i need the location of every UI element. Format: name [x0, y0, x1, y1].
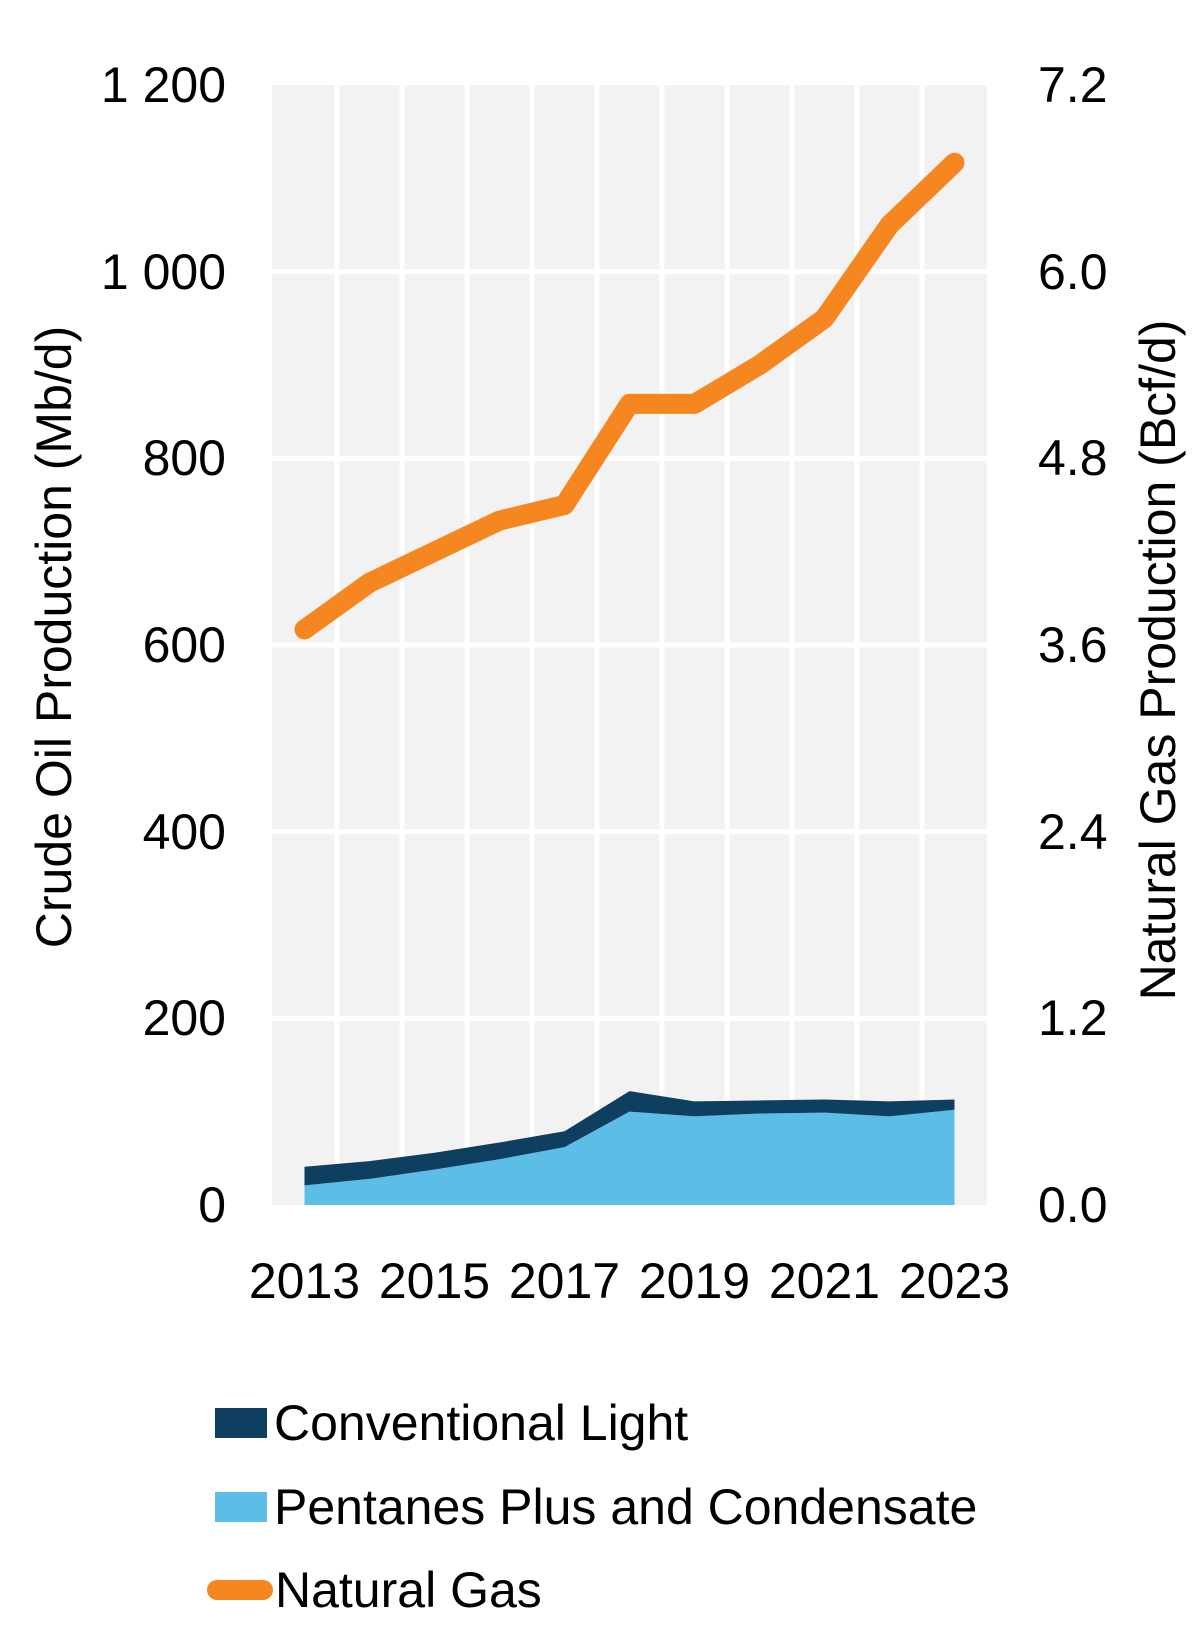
x-axis-tick: 2023 — [898, 1253, 1011, 1309]
x-axis-tick: 2021 — [768, 1253, 881, 1309]
x-axis-tick: 2019 — [638, 1253, 751, 1309]
right-axis-tick: 0.0 — [1038, 1177, 1108, 1233]
right-axis-tick: 7.2 — [1038, 57, 1108, 113]
horizontal-gridline — [272, 829, 987, 835]
right-axis-title: Natural Gas Production (Bcf/d) — [1130, 319, 1186, 1001]
left-axis-title: Crude Oil Production (Mb/d) — [26, 325, 82, 949]
left-axis-tick: 800 — [142, 430, 226, 487]
area-pentanes-plus-and-condensate — [304, 1109, 955, 1205]
x-axis-tick: 2017 — [508, 1253, 621, 1309]
right-axis-tick: 1.2 — [1038, 990, 1108, 1047]
left-axis-tick: 400 — [142, 803, 226, 860]
horizontal-gridline — [272, 269, 987, 275]
horizontal-gridline — [272, 1015, 987, 1021]
left-axis-tick: 600 — [142, 617, 226, 673]
horizontal-gridline — [272, 642, 987, 648]
right-axis-tick: 4.8 — [1038, 430, 1108, 487]
x-axis-tick: 2013 — [248, 1253, 361, 1309]
area-conventional-light — [304, 1091, 955, 1186]
left-axis-tick: 0 — [198, 1177, 226, 1233]
right-axis-tick: 2.4 — [1038, 803, 1108, 860]
left-axis-tick: 200 — [142, 990, 226, 1047]
line-natural-gas — [294, 152, 965, 640]
x-axis-tick: 2015 — [378, 1253, 491, 1309]
left-axis-tick: 1 000 — [100, 243, 226, 300]
left-axis-tick: 1 200 — [100, 57, 226, 113]
right-axis-tick: 3.6 — [1038, 617, 1108, 673]
horizontal-gridline — [272, 455, 987, 461]
right-axis-tick: 6.0 — [1038, 243, 1108, 300]
